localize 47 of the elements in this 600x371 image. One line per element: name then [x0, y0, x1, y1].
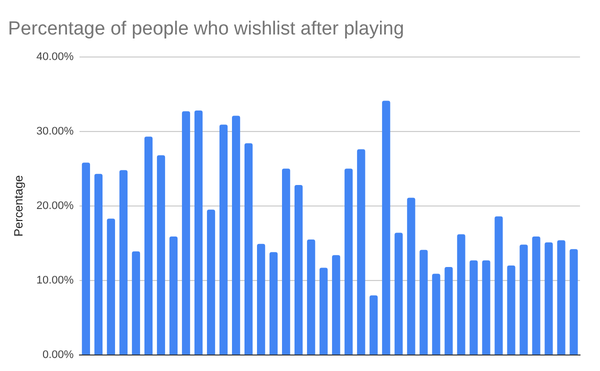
- bar: [182, 111, 190, 354]
- bar: [282, 168, 290, 354]
- bar: [132, 251, 140, 354]
- bar: [119, 170, 128, 354]
- bar: [532, 236, 540, 354]
- bar: [432, 274, 440, 354]
- bar: [82, 162, 90, 354]
- bar: [382, 100, 390, 354]
- chart-title: Percentage of people who wishlist after playing: [8, 18, 404, 40]
- bar: [169, 236, 178, 354]
- bar: [544, 242, 553, 354]
- bar: [206, 210, 216, 354]
- bar: [144, 136, 153, 354]
- y-tick-label: 20.00%: [36, 200, 74, 212]
- bar: [470, 260, 478, 354]
- bar: [219, 124, 228, 354]
- bar: [570, 249, 578, 354]
- bar: [357, 149, 366, 354]
- bar: [232, 116, 240, 354]
- bar: [270, 252, 278, 354]
- y-tick-label: 40.00%: [36, 50, 74, 63]
- y-tick-label: 10.00%: [36, 274, 74, 286]
- bar: [320, 268, 328, 354]
- bar: [520, 244, 528, 354]
- bar: [407, 198, 416, 354]
- bar: [106, 218, 116, 354]
- bar: [370, 295, 378, 354]
- bar: [494, 216, 503, 354]
- y-tick-label: 30.00%: [36, 125, 74, 138]
- bar: [244, 143, 253, 354]
- y-axis-title: Percentage: [12, 174, 26, 237]
- bar: [557, 240, 566, 354]
- bar: [344, 168, 353, 354]
- bar: [420, 250, 428, 354]
- bar: [307, 239, 316, 354]
- bar: [194, 110, 203, 354]
- bar: [457, 234, 466, 354]
- y-tick-label: 0.00%: [42, 349, 74, 362]
- bar: [482, 260, 490, 354]
- bar: [444, 267, 453, 354]
- bar: [156, 155, 166, 354]
- bar: [94, 174, 103, 354]
- bar: [507, 266, 516, 354]
- bar: [394, 232, 403, 354]
- bar: [294, 185, 303, 354]
- bar: [257, 244, 266, 354]
- bar: [332, 255, 340, 354]
